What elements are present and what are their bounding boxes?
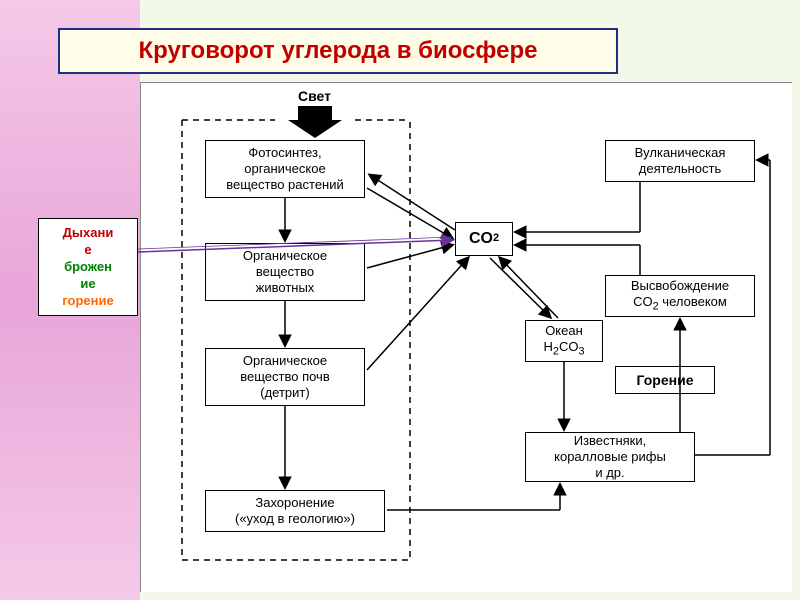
side-line3: брожен (64, 259, 112, 274)
node-ocean: ОкеанH2CO3 (525, 320, 603, 362)
node-human-text: ВысвобождениеCO2 человеком (631, 278, 729, 314)
node-photosynthesis-text: Фотосинтез,органическоевещество растений (226, 145, 344, 194)
node-soil: Органическоевещество почв(детрит) (205, 348, 365, 406)
side-annotation: Дыхани е брожен ие горение (38, 218, 138, 316)
light-label: Свет (298, 88, 331, 104)
side-line1: Дыхани (63, 225, 114, 240)
side-line2: е (84, 242, 91, 257)
co2-sub: 2 (493, 232, 499, 246)
side-line4: ие (80, 276, 95, 291)
title-text: Круговорот углерода в биосфере (139, 37, 538, 65)
node-volcanic-text: Вулканическаядеятельность (635, 145, 726, 178)
node-ocean-text: ОкеанH2CO3 (544, 323, 585, 359)
node-soil-text: Органическоевещество почв(детрит) (240, 353, 330, 402)
node-burial: Захоронение(«уход в геологию») (205, 490, 385, 532)
combustion-box: Горение (615, 366, 715, 394)
node-limestone-text: Известняки,коралловые рифыи др. (554, 433, 666, 482)
node-burial-text: Захоронение(«уход в геологию») (235, 495, 355, 528)
node-co2: CO2 (455, 222, 513, 256)
ocean-sub1: 2 (553, 346, 559, 358)
human-sub: 2 (653, 301, 659, 313)
node-photosynthesis: Фотосинтез,органическоевещество растений (205, 140, 365, 198)
node-limestone: Известняки,коралловые рифыи др. (525, 432, 695, 482)
node-human: ВысвобождениеCO2 человеком (605, 275, 755, 317)
node-volcanic: Вулканическаядеятельность (605, 140, 755, 182)
title-bar: Круговорот углерода в биосфере (58, 28, 618, 74)
combustion-text: Горение (637, 372, 694, 388)
ocean-sub2: 3 (578, 346, 584, 358)
side-line5: горение (62, 293, 113, 308)
node-animals-text: Органическоевеществоживотных (243, 248, 327, 297)
node-animals: Органическоевеществоживотных (205, 243, 365, 301)
